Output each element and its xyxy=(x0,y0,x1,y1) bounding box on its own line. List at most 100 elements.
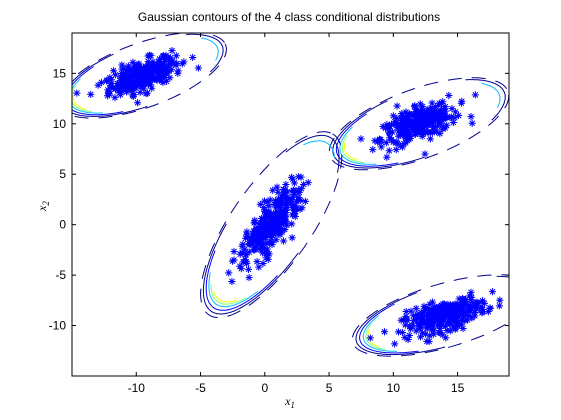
data-point xyxy=(143,89,151,97)
data-point xyxy=(260,239,268,247)
data-point xyxy=(393,124,401,132)
data-point xyxy=(281,211,289,219)
data-point xyxy=(137,65,146,73)
data-point xyxy=(146,68,154,76)
data-point xyxy=(439,125,447,133)
data-point xyxy=(283,188,291,196)
data-point xyxy=(133,76,141,85)
data-point xyxy=(173,59,181,67)
data-point xyxy=(122,70,130,78)
data-point xyxy=(436,129,444,138)
data-point xyxy=(449,314,457,322)
data-point xyxy=(400,139,408,148)
data-point xyxy=(430,123,438,131)
data-point xyxy=(160,67,168,75)
x-axis: -10 -5 0 5 10 15 xyxy=(128,33,465,395)
data-point xyxy=(412,119,420,128)
data-point xyxy=(435,302,443,311)
data-point xyxy=(278,217,286,225)
data-point xyxy=(443,121,451,129)
data-point xyxy=(241,245,249,253)
data-point xyxy=(421,113,429,121)
data-point xyxy=(120,79,129,87)
data-point xyxy=(275,223,284,231)
x-tick-label: 5 xyxy=(326,381,333,395)
data-point xyxy=(256,220,264,228)
data-point xyxy=(97,78,106,87)
contour-line xyxy=(72,92,86,110)
x-tick-label: 15 xyxy=(451,381,465,395)
data-point xyxy=(382,139,390,147)
chart-title: Gaussian contours of the 4 class conditi… xyxy=(138,10,440,24)
data-point xyxy=(118,65,126,73)
data-point xyxy=(395,127,403,135)
data-point xyxy=(452,324,460,332)
data-point xyxy=(402,315,411,323)
data-point xyxy=(423,324,431,332)
data-point xyxy=(398,328,407,337)
data-point xyxy=(105,90,114,98)
data-point xyxy=(397,316,405,324)
data-point xyxy=(142,90,150,98)
data-point xyxy=(264,227,272,236)
data-point xyxy=(147,52,155,60)
data-point xyxy=(441,322,449,330)
data-point xyxy=(471,91,479,99)
data-point xyxy=(462,311,470,319)
data-point xyxy=(249,227,258,235)
data-point xyxy=(471,312,479,320)
data-point xyxy=(488,288,497,296)
data-point xyxy=(263,198,271,206)
data-point xyxy=(172,61,180,69)
contour-line xyxy=(72,53,148,117)
points-layer xyxy=(73,47,504,348)
contour-line xyxy=(332,100,425,169)
data-point xyxy=(426,310,434,318)
contour-line xyxy=(355,292,446,356)
data-point xyxy=(279,185,288,194)
data-point xyxy=(263,249,272,258)
x-tick-label: -5 xyxy=(195,381,206,395)
data-point xyxy=(159,52,167,60)
data-point xyxy=(441,103,449,111)
data-point xyxy=(398,143,407,151)
data-point xyxy=(428,298,437,306)
data-point xyxy=(405,110,413,118)
data-point xyxy=(273,183,281,191)
data-point xyxy=(377,143,385,151)
data-point xyxy=(266,237,274,245)
data-point xyxy=(446,327,454,335)
data-point xyxy=(467,288,475,296)
data-point xyxy=(439,331,447,339)
data-point xyxy=(271,228,279,236)
data-point xyxy=(277,192,285,200)
y-tick-label: -5 xyxy=(55,268,66,282)
data-point xyxy=(259,259,267,268)
data-point xyxy=(460,298,468,306)
data-point xyxy=(131,84,139,92)
data-point xyxy=(394,328,403,336)
data-point xyxy=(265,202,273,210)
data-point xyxy=(417,111,425,119)
data-point xyxy=(278,197,286,205)
data-point xyxy=(371,137,379,145)
data-point xyxy=(304,179,312,187)
data-point xyxy=(407,322,415,331)
data-point xyxy=(446,313,454,321)
data-point xyxy=(467,293,476,302)
data-point xyxy=(237,265,245,273)
data-point xyxy=(282,194,290,203)
data-point xyxy=(423,110,431,118)
data-point xyxy=(408,121,416,129)
data-point xyxy=(402,312,410,321)
data-point xyxy=(450,316,458,325)
data-point xyxy=(412,125,420,133)
data-point xyxy=(260,203,268,212)
data-point xyxy=(420,116,428,124)
data-point xyxy=(418,316,427,324)
data-point xyxy=(260,207,269,215)
data-point xyxy=(431,303,439,312)
data-point xyxy=(446,320,454,328)
data-point xyxy=(134,80,142,89)
